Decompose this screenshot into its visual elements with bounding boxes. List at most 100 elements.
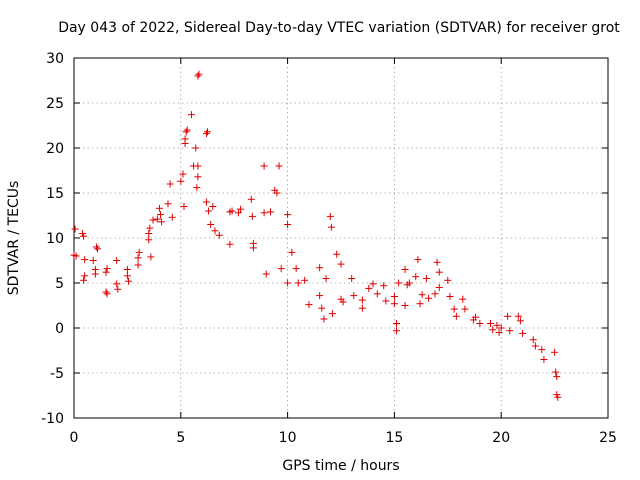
data-point xyxy=(358,296,366,304)
data-point xyxy=(318,304,326,312)
data-point xyxy=(493,321,501,329)
data-point xyxy=(226,240,234,248)
data-point xyxy=(80,232,88,240)
data-point xyxy=(113,280,121,288)
data-point xyxy=(305,301,313,309)
y-tick-label: -5 xyxy=(50,366,64,382)
x-tick-label: 25 xyxy=(599,430,617,446)
data-point xyxy=(444,276,452,284)
data-point xyxy=(328,310,336,318)
data-point xyxy=(248,212,256,220)
data-point xyxy=(414,256,422,264)
data-point xyxy=(412,273,420,281)
data-points xyxy=(70,70,562,401)
data-point xyxy=(316,292,324,300)
data-point xyxy=(393,327,401,335)
data-point xyxy=(540,356,548,363)
data-point xyxy=(93,245,101,253)
data-point xyxy=(158,218,166,226)
data-point xyxy=(147,253,155,261)
data-point xyxy=(164,200,172,208)
data-point xyxy=(181,135,189,143)
data-point xyxy=(358,304,366,312)
data-point xyxy=(435,284,443,291)
data-point xyxy=(71,225,79,233)
data-point xyxy=(123,266,131,273)
data-point xyxy=(382,297,390,305)
data-point xyxy=(134,261,142,269)
data-point xyxy=(134,254,142,262)
data-point xyxy=(194,173,202,181)
data-point xyxy=(194,162,202,170)
data-point xyxy=(92,243,100,251)
data-point xyxy=(195,70,203,78)
data-point xyxy=(215,231,223,239)
y-tick-label: 0 xyxy=(55,321,64,337)
data-point xyxy=(459,295,467,303)
data-point xyxy=(320,315,328,323)
data-point xyxy=(284,211,292,219)
data-point xyxy=(504,312,512,320)
data-point xyxy=(262,270,270,278)
data-point xyxy=(529,336,537,344)
y-tick-label: 30 xyxy=(46,51,64,67)
data-point xyxy=(425,294,433,302)
data-point xyxy=(322,275,330,282)
data-point xyxy=(166,180,174,188)
data-point xyxy=(211,227,219,235)
data-point xyxy=(284,279,292,287)
data-point xyxy=(284,221,292,228)
data-point xyxy=(205,207,213,215)
data-point xyxy=(135,248,143,256)
data-point xyxy=(149,216,157,224)
data-point xyxy=(497,324,505,332)
y-tick-label: 20 xyxy=(46,141,64,157)
data-point xyxy=(431,290,439,298)
chart-title: Day 043 of 2022, Sidereal Day-to-day VTE… xyxy=(58,20,620,36)
y-tick-label: 25 xyxy=(46,96,64,112)
data-point xyxy=(401,302,409,309)
data-point xyxy=(538,346,546,354)
data-point xyxy=(202,198,210,206)
grid xyxy=(74,58,608,418)
data-point xyxy=(177,177,185,185)
data-point xyxy=(450,305,458,313)
data-point xyxy=(145,230,153,237)
data-point xyxy=(102,288,110,296)
data-point xyxy=(350,292,358,300)
data-point xyxy=(337,260,345,268)
data-point xyxy=(183,126,191,134)
data-point xyxy=(204,128,211,136)
data-point xyxy=(72,252,80,260)
data-point xyxy=(553,373,561,381)
data-point xyxy=(390,293,398,300)
data-point xyxy=(113,257,121,264)
data-point xyxy=(416,300,424,308)
x-tick-label: 0 xyxy=(70,430,79,446)
data-point xyxy=(554,393,562,401)
data-point xyxy=(260,209,268,217)
data-point xyxy=(103,290,111,298)
data-point xyxy=(182,128,190,136)
y-tick-label: 10 xyxy=(46,231,64,247)
data-point xyxy=(348,275,356,282)
data-point xyxy=(316,264,324,272)
data-point xyxy=(209,203,217,210)
data-point xyxy=(91,270,99,278)
data-point xyxy=(260,162,268,170)
x-tick-label: 10 xyxy=(279,430,297,446)
data-point xyxy=(288,248,296,256)
data-point xyxy=(192,144,200,152)
data-point xyxy=(476,320,484,327)
data-point xyxy=(327,223,335,231)
data-point xyxy=(237,205,245,213)
data-point xyxy=(514,312,522,320)
x-tick-label: 5 xyxy=(176,430,185,446)
x-tick-label: 15 xyxy=(385,430,403,446)
data-point xyxy=(179,170,187,178)
data-point xyxy=(506,327,514,335)
y-tick-label: 5 xyxy=(55,276,64,292)
data-point xyxy=(531,342,539,350)
data-point xyxy=(333,250,341,258)
data-point xyxy=(168,213,176,221)
